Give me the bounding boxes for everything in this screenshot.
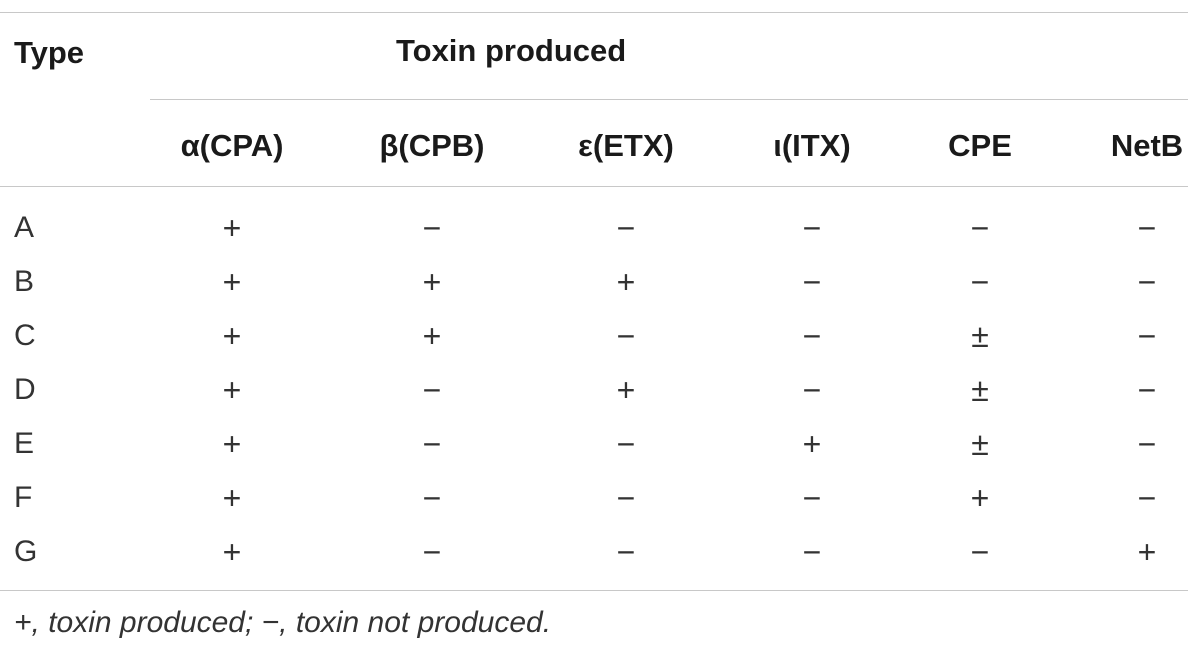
table-cell: − (1137, 210, 1157, 246)
table-cell: ± (971, 426, 989, 462)
table-cell: + (222, 210, 242, 246)
table-cell: − (1137, 372, 1157, 408)
type-column-header: Type (14, 35, 85, 70)
table-cell: + (616, 372, 636, 408)
table-cell: − (1137, 318, 1157, 354)
column-header-cpb: β(CPB) (379, 128, 485, 163)
table-cell: − (422, 534, 442, 570)
table-cell: − (422, 426, 442, 462)
table-cell: + (222, 426, 242, 462)
table-cell: + (222, 534, 242, 570)
table-cell: + (222, 318, 242, 354)
column-header-etx: ε(ETX) (578, 128, 674, 163)
column-header-netb: NetB (1110, 128, 1184, 163)
table-cell: − (422, 480, 442, 516)
table-cell: + (222, 480, 242, 516)
table-cell: − (802, 210, 822, 246)
row-type-label: B (14, 265, 35, 298)
table-cell: + (970, 480, 990, 516)
row-type-label: D (14, 373, 36, 406)
row-type-label: G (14, 535, 38, 568)
row-type-label: A (14, 211, 35, 244)
table-cell: − (802, 480, 822, 516)
table-cell: + (802, 426, 822, 462)
table-cell: + (616, 264, 636, 300)
row-type-label: E (14, 427, 35, 460)
table-cell: + (222, 372, 242, 408)
table-cell: ± (971, 318, 989, 354)
table-cell: − (616, 480, 636, 516)
table-cell: − (970, 210, 990, 246)
table-cell: − (616, 426, 636, 462)
table-cell: − (802, 264, 822, 300)
toxin-produced-group-header: Toxin produced (396, 33, 627, 68)
table-cell: − (1137, 480, 1157, 516)
table-cell: − (422, 210, 442, 246)
table-cell: − (422, 372, 442, 408)
table-cell: + (1137, 534, 1157, 570)
table-top-rule (0, 12, 1188, 13)
table-cell: − (802, 534, 822, 570)
table-cell: − (970, 534, 990, 570)
table-cell: − (970, 264, 990, 300)
table-cell: − (616, 534, 636, 570)
table-cell: − (1137, 426, 1157, 462)
column-header-cpe: CPE (948, 128, 1012, 163)
table-cell: − (802, 372, 822, 408)
header-bottom-rule (0, 186, 1188, 187)
table-cell: ± (971, 372, 989, 408)
table-cell: + (422, 318, 442, 354)
group-header-rule (150, 99, 1188, 100)
row-type-label: C (14, 319, 36, 352)
column-header-itx: ι(ITX) (773, 128, 851, 163)
row-type-label: F (14, 481, 33, 514)
column-header-cpa: α(CPA) (180, 128, 284, 163)
table-cell: + (422, 264, 442, 300)
table-cell: − (616, 210, 636, 246)
table-cell: − (802, 318, 822, 354)
table-cell: − (616, 318, 636, 354)
table-cell: + (222, 264, 242, 300)
table-cell: − (1137, 264, 1157, 300)
table-footnote: +, toxin produced; −, toxin not produced… (14, 606, 552, 639)
table-bottom-rule (0, 590, 1188, 591)
